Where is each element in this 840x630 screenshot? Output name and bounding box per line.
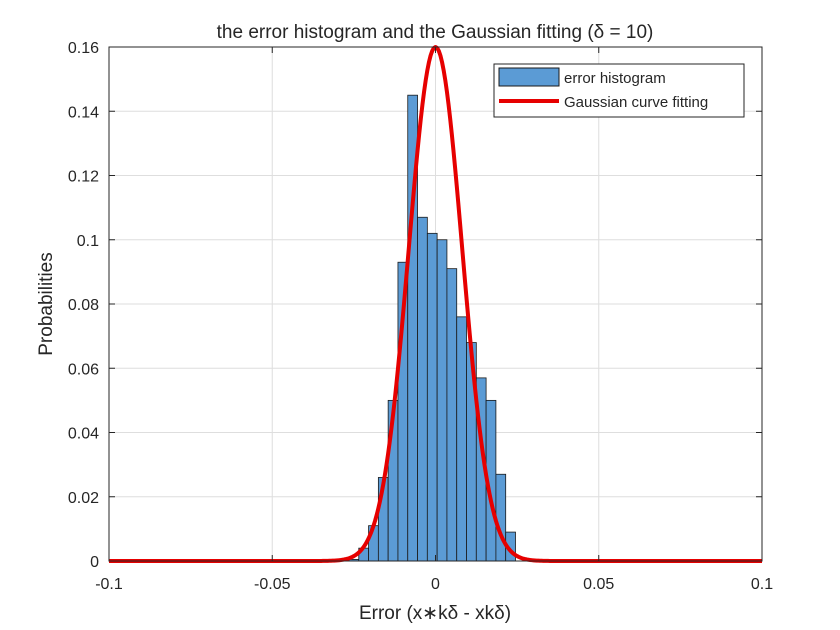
y-tick-label: 0.02	[68, 490, 99, 507]
legend-histogram-label: error histogram	[564, 70, 666, 87]
y-tick-label: 0.06	[68, 361, 99, 378]
legend-histogram-swatch	[498, 67, 560, 87]
histogram-bar	[446, 268, 458, 562]
histogram-bar	[456, 316, 467, 562]
x-axis-ticks: -0.1 -0.05 0 0.05 0.1	[95, 47, 773, 593]
y-tick-label: 0.08	[68, 297, 99, 314]
x-tick-label: 0	[431, 576, 440, 593]
x-tick-label: 0.1	[751, 576, 773, 593]
y-tick-label: 0.1	[77, 233, 99, 250]
legend: error histogram Gaussian curve fitting	[493, 63, 745, 118]
histogram-bars	[348, 94, 516, 562]
histogram-bar	[495, 473, 507, 562]
x-tick-label: 0.05	[583, 576, 614, 593]
x-tick-label: -0.1	[95, 576, 123, 593]
y-axis-ticks: 0 0.02 0.04 0.06 0.08 0.1 0.12 0.14 0.16	[68, 40, 762, 571]
x-axis-label: Error (x∗kδ - xkδ)	[359, 603, 511, 624]
y-tick-label: 0.16	[68, 40, 99, 57]
histogram-bar	[436, 239, 448, 562]
histogram-bar	[426, 232, 438, 562]
legend-gaussian-label: Gaussian curve fitting	[564, 94, 708, 111]
y-tick-label: 0.04	[68, 426, 99, 443]
y-tick-label: 0	[90, 554, 99, 571]
y-tick-label: 0.12	[68, 169, 99, 186]
histogram-bar	[417, 216, 428, 562]
y-tick-label: 0.14	[68, 104, 99, 121]
x-tick-label: -0.05	[254, 576, 291, 593]
chart-title: the error histogram and the Gaussian fit…	[217, 22, 654, 43]
y-axis-label: Probabilities	[36, 252, 57, 356]
